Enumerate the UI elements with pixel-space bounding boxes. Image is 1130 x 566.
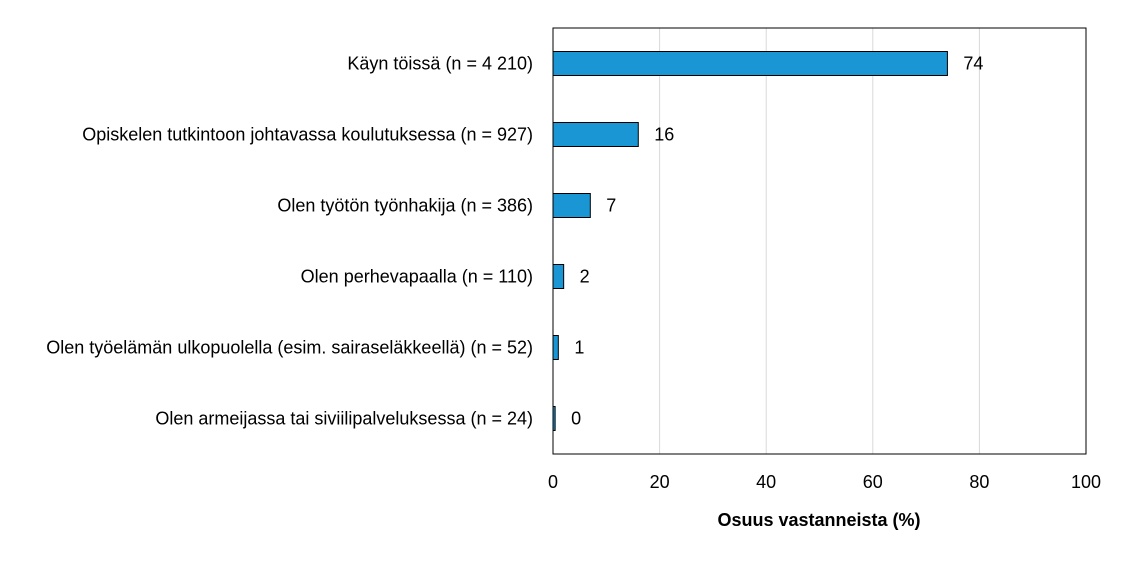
data-label: 1: [574, 338, 584, 358]
grid-lines: [659, 28, 980, 454]
x-tick-label: 60: [863, 472, 883, 492]
x-tick-label: 0: [548, 472, 558, 492]
x-tick-label: 40: [756, 472, 776, 492]
category-labels: Käyn töissä (n = 4 210) Opiskelen tutkint…: [46, 54, 533, 429]
x-tick-labels: 0 20 40 60 80 100: [548, 472, 1101, 492]
category-label: Olen työtön työnhakija (n = 386): [277, 196, 533, 216]
x-tick-label: 100: [1071, 472, 1101, 492]
bars: [552, 51, 948, 431]
data-label: 0: [571, 409, 581, 429]
category-label: Opiskelen tutkintoon johtavassa koulutuk…: [82, 125, 533, 145]
data-label: 16: [654, 125, 674, 145]
value-labels: 74 16 7 2 1 0: [571, 54, 983, 429]
data-label: 7: [606, 196, 616, 216]
plot-frame: [552, 27, 1087, 455]
category-label: Käyn töissä (n = 4 210): [347, 54, 533, 74]
bar: [552, 264, 565, 289]
category-label: Olen työelämän ulkopuolella (esim. saira…: [46, 338, 533, 358]
x-tick-label: 20: [650, 472, 670, 492]
bar: [552, 51, 948, 76]
x-axis-title: Osuus vastanneista (%): [717, 510, 920, 530]
x-tick-label: 80: [969, 472, 989, 492]
bar: [552, 122, 639, 147]
bar: [552, 335, 559, 360]
category-label: Olen armeijassa tai siviilipalveluksessa…: [155, 409, 533, 429]
category-label: Olen perhevapaalla (n = 110): [301, 267, 533, 287]
data-label: 74: [963, 54, 983, 74]
data-label: 2: [580, 267, 590, 287]
bar: [552, 193, 591, 218]
